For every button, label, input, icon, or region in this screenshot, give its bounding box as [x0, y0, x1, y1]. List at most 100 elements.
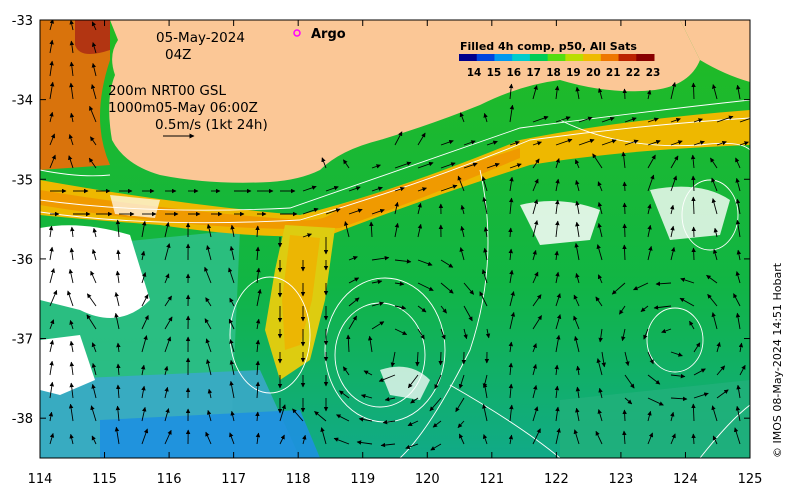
current-vector: [555, 138, 573, 146]
current-vector: [575, 407, 580, 422]
current-vector: [440, 139, 454, 146]
current-vector: [647, 139, 661, 146]
current-vector: [371, 255, 390, 261]
current-vector: [49, 111, 54, 123]
current-vector: [69, 382, 74, 399]
current-vectors: [48, 20, 750, 451]
lon-tick-label: 120: [415, 472, 440, 487]
current-vector: [733, 293, 741, 307]
land-east: [680, 20, 750, 82]
current-vector: [69, 340, 74, 353]
current-vector: [115, 219, 121, 238]
current-vector: [380, 442, 396, 448]
current-vector: [115, 384, 121, 399]
current-vector: [622, 409, 627, 422]
current-vector: [555, 314, 562, 330]
current-vector: [49, 319, 55, 330]
contour-label: 1000m05-May 06:00Z: [108, 100, 258, 116]
current-vector: [458, 374, 465, 389]
current-vector: [710, 157, 718, 169]
current-vector: [622, 223, 627, 238]
cool-water-southeast: [560, 380, 750, 458]
lat-tick-label: -37: [12, 333, 33, 348]
current-vector: [460, 204, 465, 215]
current-vector: [532, 428, 541, 445]
legend-ticks: 14 15 16 17 18 19 20 21 22 23: [467, 67, 661, 79]
colorbar-swatch: [529, 54, 549, 61]
current-vector: [407, 374, 419, 389]
current-vector: [69, 247, 75, 261]
current-vector: [394, 328, 408, 336]
current-vector: [736, 249, 742, 261]
current-vector: [670, 117, 681, 123]
current-vector: [343, 159, 350, 169]
current-vector: [440, 259, 454, 268]
current-vector: [483, 226, 489, 238]
current-vector: [735, 198, 741, 215]
current-vector: [712, 435, 718, 445]
current-vector: [716, 365, 726, 376]
current-vector: [532, 141, 542, 146]
current-vector: [68, 134, 74, 146]
current-vector: [463, 282, 475, 295]
current-vector: [736, 84, 741, 100]
current-vector: [206, 223, 212, 238]
current-vector: [463, 162, 478, 169]
current-vector: [647, 351, 654, 365]
current-vector: [333, 437, 350, 445]
current-vector: [164, 243, 171, 261]
current-vector: [207, 388, 213, 399]
current-vector: [417, 282, 434, 291]
current-vector: [555, 158, 560, 169]
current-vector: [706, 274, 718, 284]
scale-label: 0.5m/s (1kt 24h): [155, 117, 268, 133]
current-vector: [116, 249, 121, 261]
current-vector: [440, 305, 447, 314]
current-vector: [256, 267, 261, 284]
current-vector: [205, 431, 212, 445]
current-vector: [575, 272, 580, 284]
current-vector: [573, 429, 580, 445]
current-vector: [48, 225, 54, 238]
current-vector: [371, 164, 381, 169]
current-vector: [86, 293, 97, 307]
current-vector: [596, 244, 603, 261]
current-vector: [735, 312, 741, 330]
current-vector: [601, 139, 617, 146]
current-vector: [405, 443, 419, 450]
colorbar-swatch: [583, 54, 602, 61]
current-vector: [509, 104, 515, 123]
contour-south: [449, 384, 561, 458]
current-vector: [622, 181, 627, 192]
current-vector: [141, 314, 149, 330]
current-vector: [455, 397, 465, 413]
cloud-gap-central: [520, 201, 600, 245]
current-vector: [532, 294, 542, 307]
current-vector: [91, 248, 97, 261]
legend-tick-label: 23: [646, 67, 661, 79]
warm-current-core: [40, 148, 520, 229]
current-vector: [647, 224, 652, 238]
current-vector: [691, 403, 696, 422]
current-vector: [302, 207, 319, 215]
current-vector: [738, 342, 744, 353]
current-vector: [407, 420, 419, 427]
current-vector: [598, 387, 603, 399]
current-vector: [336, 414, 350, 422]
current-vector: [573, 315, 580, 330]
current-vector: [611, 282, 626, 295]
current-vector: [578, 138, 595, 146]
current-vector: [693, 118, 703, 123]
current-vector: [691, 82, 696, 100]
current-vector: [595, 296, 603, 307]
current-vector: [481, 269, 488, 284]
hot-water-northwest: [75, 20, 110, 54]
current-vector: [255, 411, 260, 422]
current-vector: [164, 386, 169, 399]
current-vector: [554, 250, 559, 261]
colorbar-swatch: [547, 54, 566, 61]
current-vector: [509, 163, 522, 169]
current-vector: [670, 246, 676, 261]
current-vector: [302, 434, 307, 445]
